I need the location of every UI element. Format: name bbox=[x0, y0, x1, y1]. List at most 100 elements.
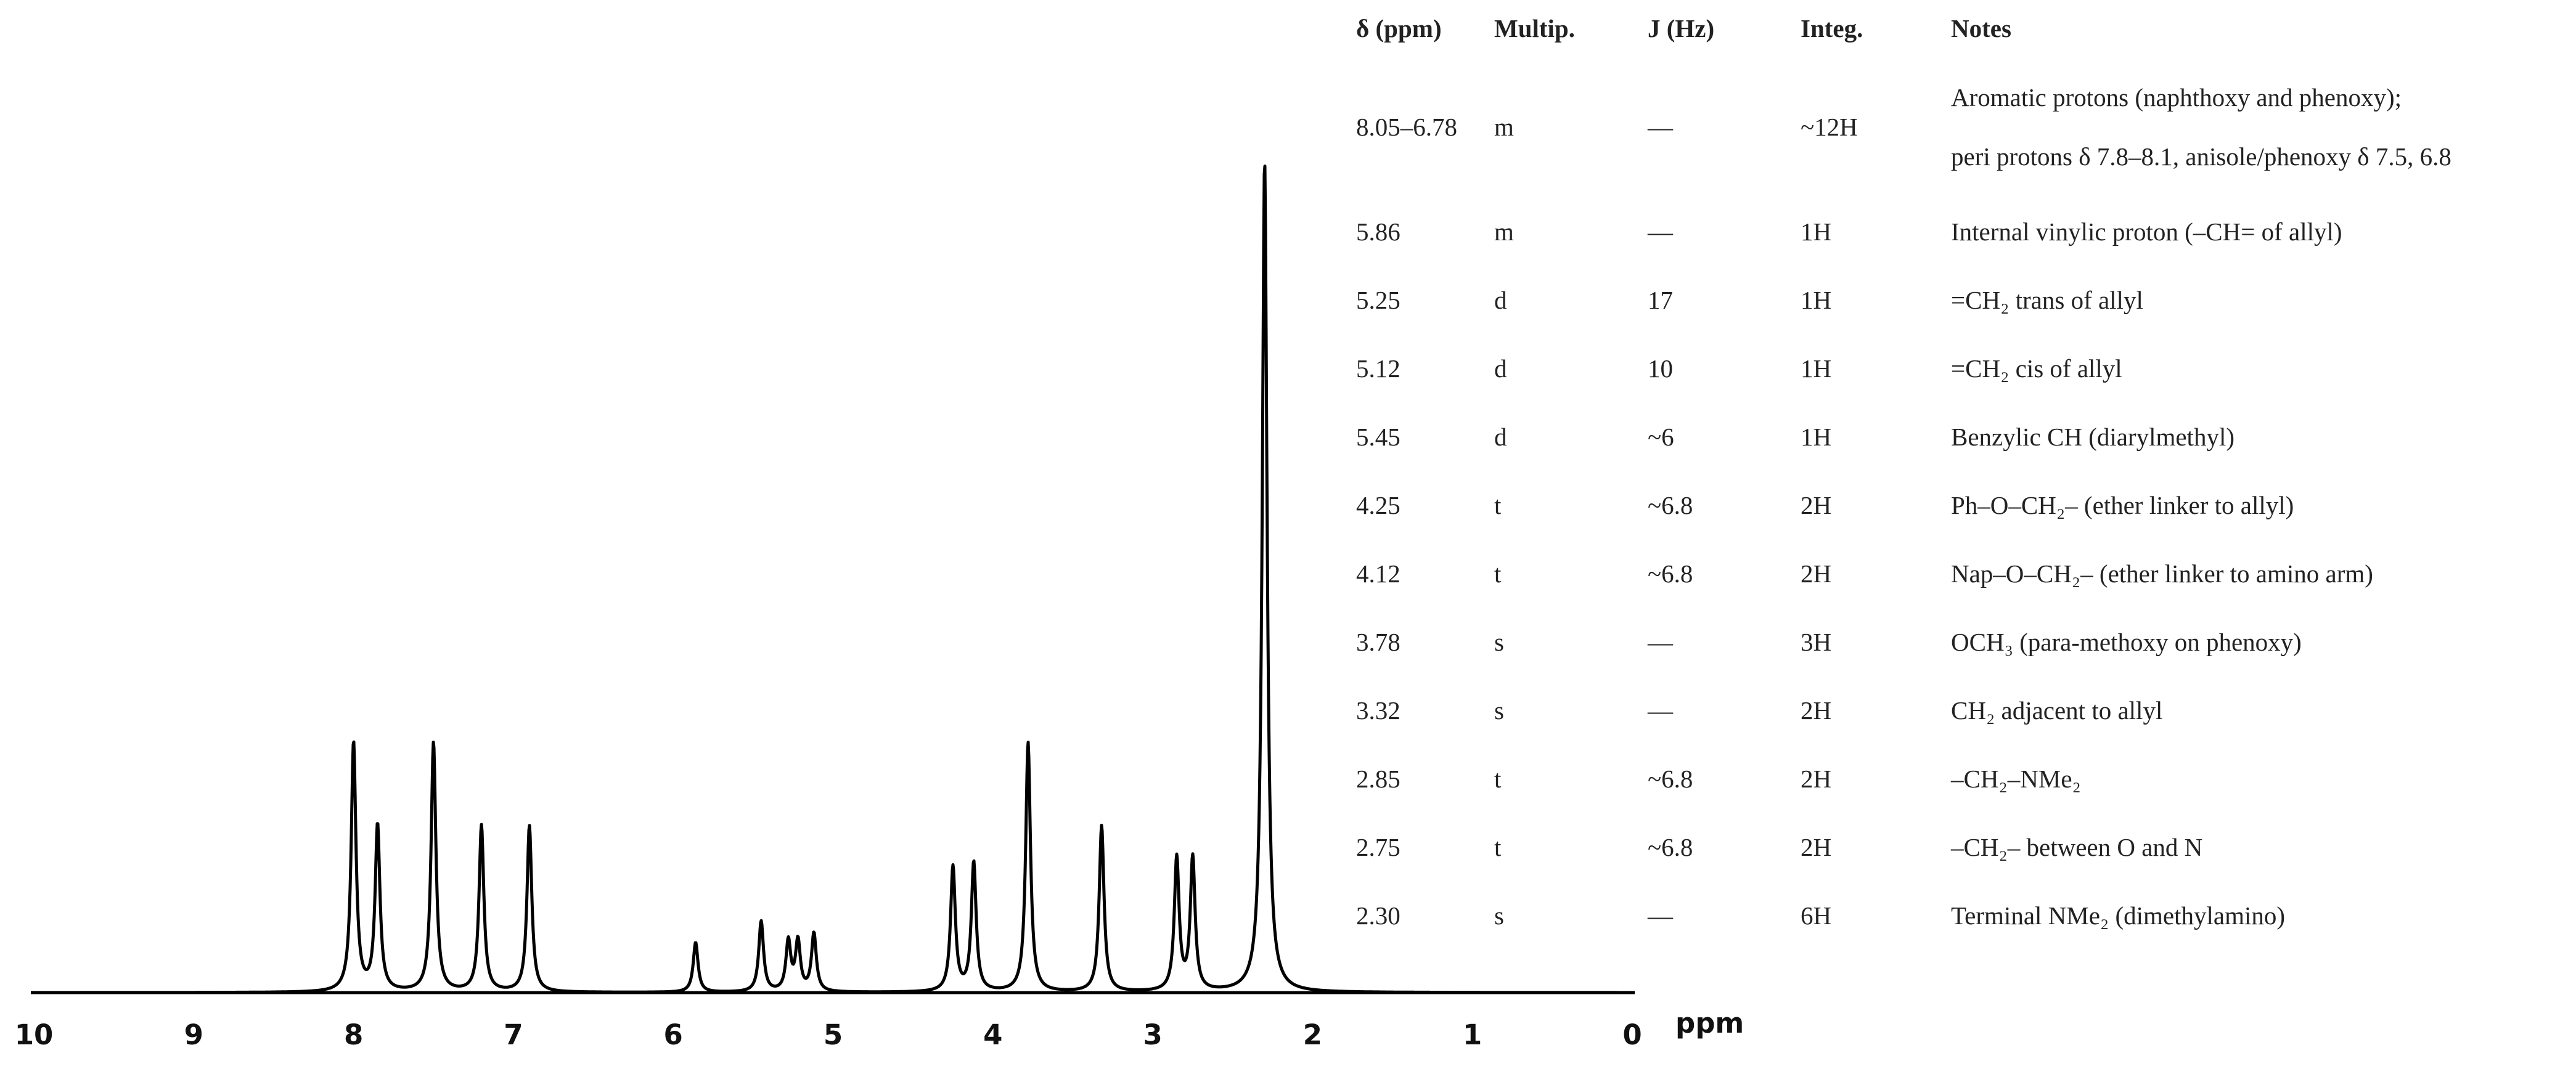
note-line: Aromatic protons (naphthoxy and phenoxy)… bbox=[1951, 83, 2402, 112]
cell-coupling: ~6.8 bbox=[1648, 764, 1693, 793]
cell-shift: 2.30 bbox=[1356, 901, 1400, 930]
cell-multiplicity: s bbox=[1494, 901, 1504, 930]
cell-multiplicity: m bbox=[1494, 217, 1514, 246]
cell-shift: 5.45 bbox=[1356, 422, 1400, 451]
cell-coupling: 10 bbox=[1648, 354, 1673, 383]
cell-multiplicity: t bbox=[1494, 832, 1502, 861]
table-header-row: δ (ppm) Multip. J (Hz) Integ. Notes bbox=[1356, 11, 2461, 57]
x-tick-label: 6 bbox=[664, 1018, 683, 1051]
cell-integration: 1H bbox=[1801, 422, 1832, 451]
table-row: 5.86 m — 1H Internal vinylic proton (–CH= of… bbox=[1356, 197, 2461, 266]
cell-notes: CH₂ adjacent to allyl bbox=[1951, 676, 2461, 744]
note-line: –CH₂–NMe₂ bbox=[1951, 764, 2081, 793]
cell-integration: 2H bbox=[1801, 490, 1832, 519]
cell-coupling: ~6.8 bbox=[1648, 490, 1693, 519]
note-line: Ph–O–CH₂– (ether linker to allyl) bbox=[1951, 490, 2294, 519]
cell-notes: =CH₂ trans of allyl bbox=[1951, 266, 2461, 334]
cell-multiplicity: t bbox=[1494, 490, 1502, 519]
cell-integration: 3H bbox=[1801, 627, 1832, 656]
note-line: =CH₂ cis of allyl bbox=[1951, 354, 2122, 383]
x-tick-label: 1 bbox=[1463, 1018, 1482, 1051]
cell-multiplicity: m bbox=[1494, 113, 1514, 141]
cell-integration: 2H bbox=[1801, 832, 1832, 861]
cell-shift: 5.12 bbox=[1356, 354, 1400, 383]
note-line: =CH₂ trans of allyl bbox=[1951, 285, 2143, 314]
cell-multiplicity: t bbox=[1494, 764, 1502, 793]
x-tick-labels: 10 9 8 7 6 5 4 3 2 1 0 bbox=[15, 1018, 1642, 1051]
table-row: 5.25 d 17 1H =CH₂ trans of allyl bbox=[1356, 266, 2461, 334]
header-shift: δ (ppm) bbox=[1356, 14, 1442, 43]
cell-shift: 3.78 bbox=[1356, 627, 1400, 656]
x-tick-label: 2 bbox=[1303, 1018, 1322, 1051]
cell-shift: 3.32 bbox=[1356, 696, 1400, 725]
cell-coupling: — bbox=[1648, 627, 1673, 656]
header-integration: Integ. bbox=[1801, 14, 1863, 43]
peak-markers bbox=[353, 160, 1266, 944]
cell-multiplicity: d bbox=[1494, 354, 1507, 383]
cell-integration: 6H bbox=[1801, 901, 1832, 930]
cell-integration: 1H bbox=[1801, 217, 1832, 246]
note-line: Internal vinylic proton (–CH= of allyl) bbox=[1951, 217, 2342, 246]
cell-notes: Ph–O–CH₂– (ether linker to allyl) bbox=[1951, 471, 2461, 539]
nmr-spectrum: 10 9 8 7 6 5 4 3 2 1 0 ppm bbox=[15, 160, 1744, 1051]
cell-notes: Nap–O–CH₂– (ether linker to amino arm) bbox=[1951, 539, 2461, 608]
cell-multiplicity: t bbox=[1494, 559, 1502, 588]
table-row: 4.25 t ~6.8 2H Ph–O–CH₂– (ether linker to al… bbox=[1356, 471, 2461, 539]
cell-notes: Aromatic protons (naphthoxy and phenoxy)… bbox=[1951, 57, 2461, 197]
cell-integration: 2H bbox=[1801, 559, 1832, 588]
cell-shift: 4.25 bbox=[1356, 490, 1400, 519]
cell-shift: 5.86 bbox=[1356, 217, 1400, 246]
table-row: 5.12 d 10 1H =CH₂ cis of allyl bbox=[1356, 334, 2461, 402]
cell-multiplicity: d bbox=[1494, 285, 1507, 314]
cell-notes: =CH₂ cis of allyl bbox=[1951, 334, 2461, 402]
cell-coupling: — bbox=[1648, 113, 1673, 141]
cell-shift: 8.05–6.78 bbox=[1356, 113, 1457, 141]
peak-assignment-table: δ (ppm) Multip. J (Hz) Integ. Notes 8.05… bbox=[1356, 11, 2461, 949]
peak-16 bbox=[1264, 160, 1266, 162]
note-line: Benzylic CH (diarylmethyl) bbox=[1951, 422, 2235, 451]
note-line: Terminal NMe₂ (dimethylamino) bbox=[1951, 901, 2286, 930]
cell-coupling: — bbox=[1648, 901, 1673, 930]
note-line: CH₂ adjacent to allyl bbox=[1951, 696, 2163, 725]
cell-coupling: 17 bbox=[1648, 285, 1673, 314]
x-tick-label: 0 bbox=[1622, 1018, 1642, 1051]
cell-notes: OCH₃ (para-methoxy on phenoxy) bbox=[1951, 608, 2461, 676]
table-row: 2.75 t ~6.8 2H –CH₂– between O and N bbox=[1356, 813, 2461, 881]
x-axis-unit: ppm bbox=[1675, 1007, 1744, 1039]
cell-shift: 2.85 bbox=[1356, 764, 1400, 793]
x-tick-label: 4 bbox=[983, 1018, 1002, 1051]
cell-notes: Terminal NMe₂ (dimethylamino) bbox=[1951, 881, 2461, 949]
x-tick-label: 7 bbox=[504, 1018, 523, 1051]
note-line: Nap–O–CH₂– (ether linker to amino arm) bbox=[1951, 559, 2373, 588]
table-row: 2.30 s — 6H Terminal NMe₂ (dimethylamino) bbox=[1356, 881, 2461, 949]
table-row: 3.32 s — 2H CH₂ adjacent to allyl bbox=[1356, 676, 2461, 744]
note-line: –CH₂– between O and N bbox=[1951, 832, 2203, 861]
cell-shift: 4.12 bbox=[1356, 559, 1400, 588]
cell-integration: 1H bbox=[1801, 354, 1832, 383]
cell-notes: –CH₂–NMe₂ bbox=[1951, 744, 2461, 813]
x-tick-label: 10 bbox=[15, 1018, 54, 1051]
cell-notes: Benzylic CH (diarylmethyl) bbox=[1951, 402, 2461, 471]
cell-integration: 2H bbox=[1801, 764, 1832, 793]
cell-multiplicity: d bbox=[1494, 422, 1507, 451]
table-row: 3.78 s — 3H OCH₃ (para-methoxy on phenoxy) bbox=[1356, 608, 2461, 676]
x-tick-label: 8 bbox=[344, 1018, 363, 1051]
cell-multiplicity: s bbox=[1494, 627, 1504, 656]
cell-multiplicity: s bbox=[1494, 696, 1504, 725]
table-row: 4.12 t ~6.8 2H Nap–O–CH₂– (ether linker to a… bbox=[1356, 539, 2461, 608]
x-tick-label: 9 bbox=[184, 1018, 203, 1051]
table-row: 8.05–6.78 m — ~12H Aromatic protons (naphtho… bbox=[1356, 57, 2461, 197]
cell-integration: ~12H bbox=[1801, 113, 1858, 141]
table-row: 2.85 t ~6.8 2H –CH₂–NMe₂ bbox=[1356, 744, 2461, 813]
x-tick-label: 3 bbox=[1143, 1018, 1162, 1051]
note-line: OCH₃ (para-methoxy on phenoxy) bbox=[1951, 627, 2302, 656]
header-multiplicity: Multip. bbox=[1494, 14, 1575, 43]
header-coupling: J (Hz) bbox=[1648, 14, 1715, 43]
x-tick-label: 5 bbox=[824, 1018, 843, 1051]
cell-integration: 1H bbox=[1801, 285, 1832, 314]
cell-coupling: — bbox=[1648, 696, 1673, 725]
cell-integration: 2H bbox=[1801, 696, 1832, 725]
cell-coupling: ~6.8 bbox=[1648, 559, 1693, 588]
note-line: peri protons δ 7.8–8.1, anisole/phenoxy … bbox=[1951, 142, 2451, 171]
header-notes: Notes bbox=[1951, 14, 2011, 43]
